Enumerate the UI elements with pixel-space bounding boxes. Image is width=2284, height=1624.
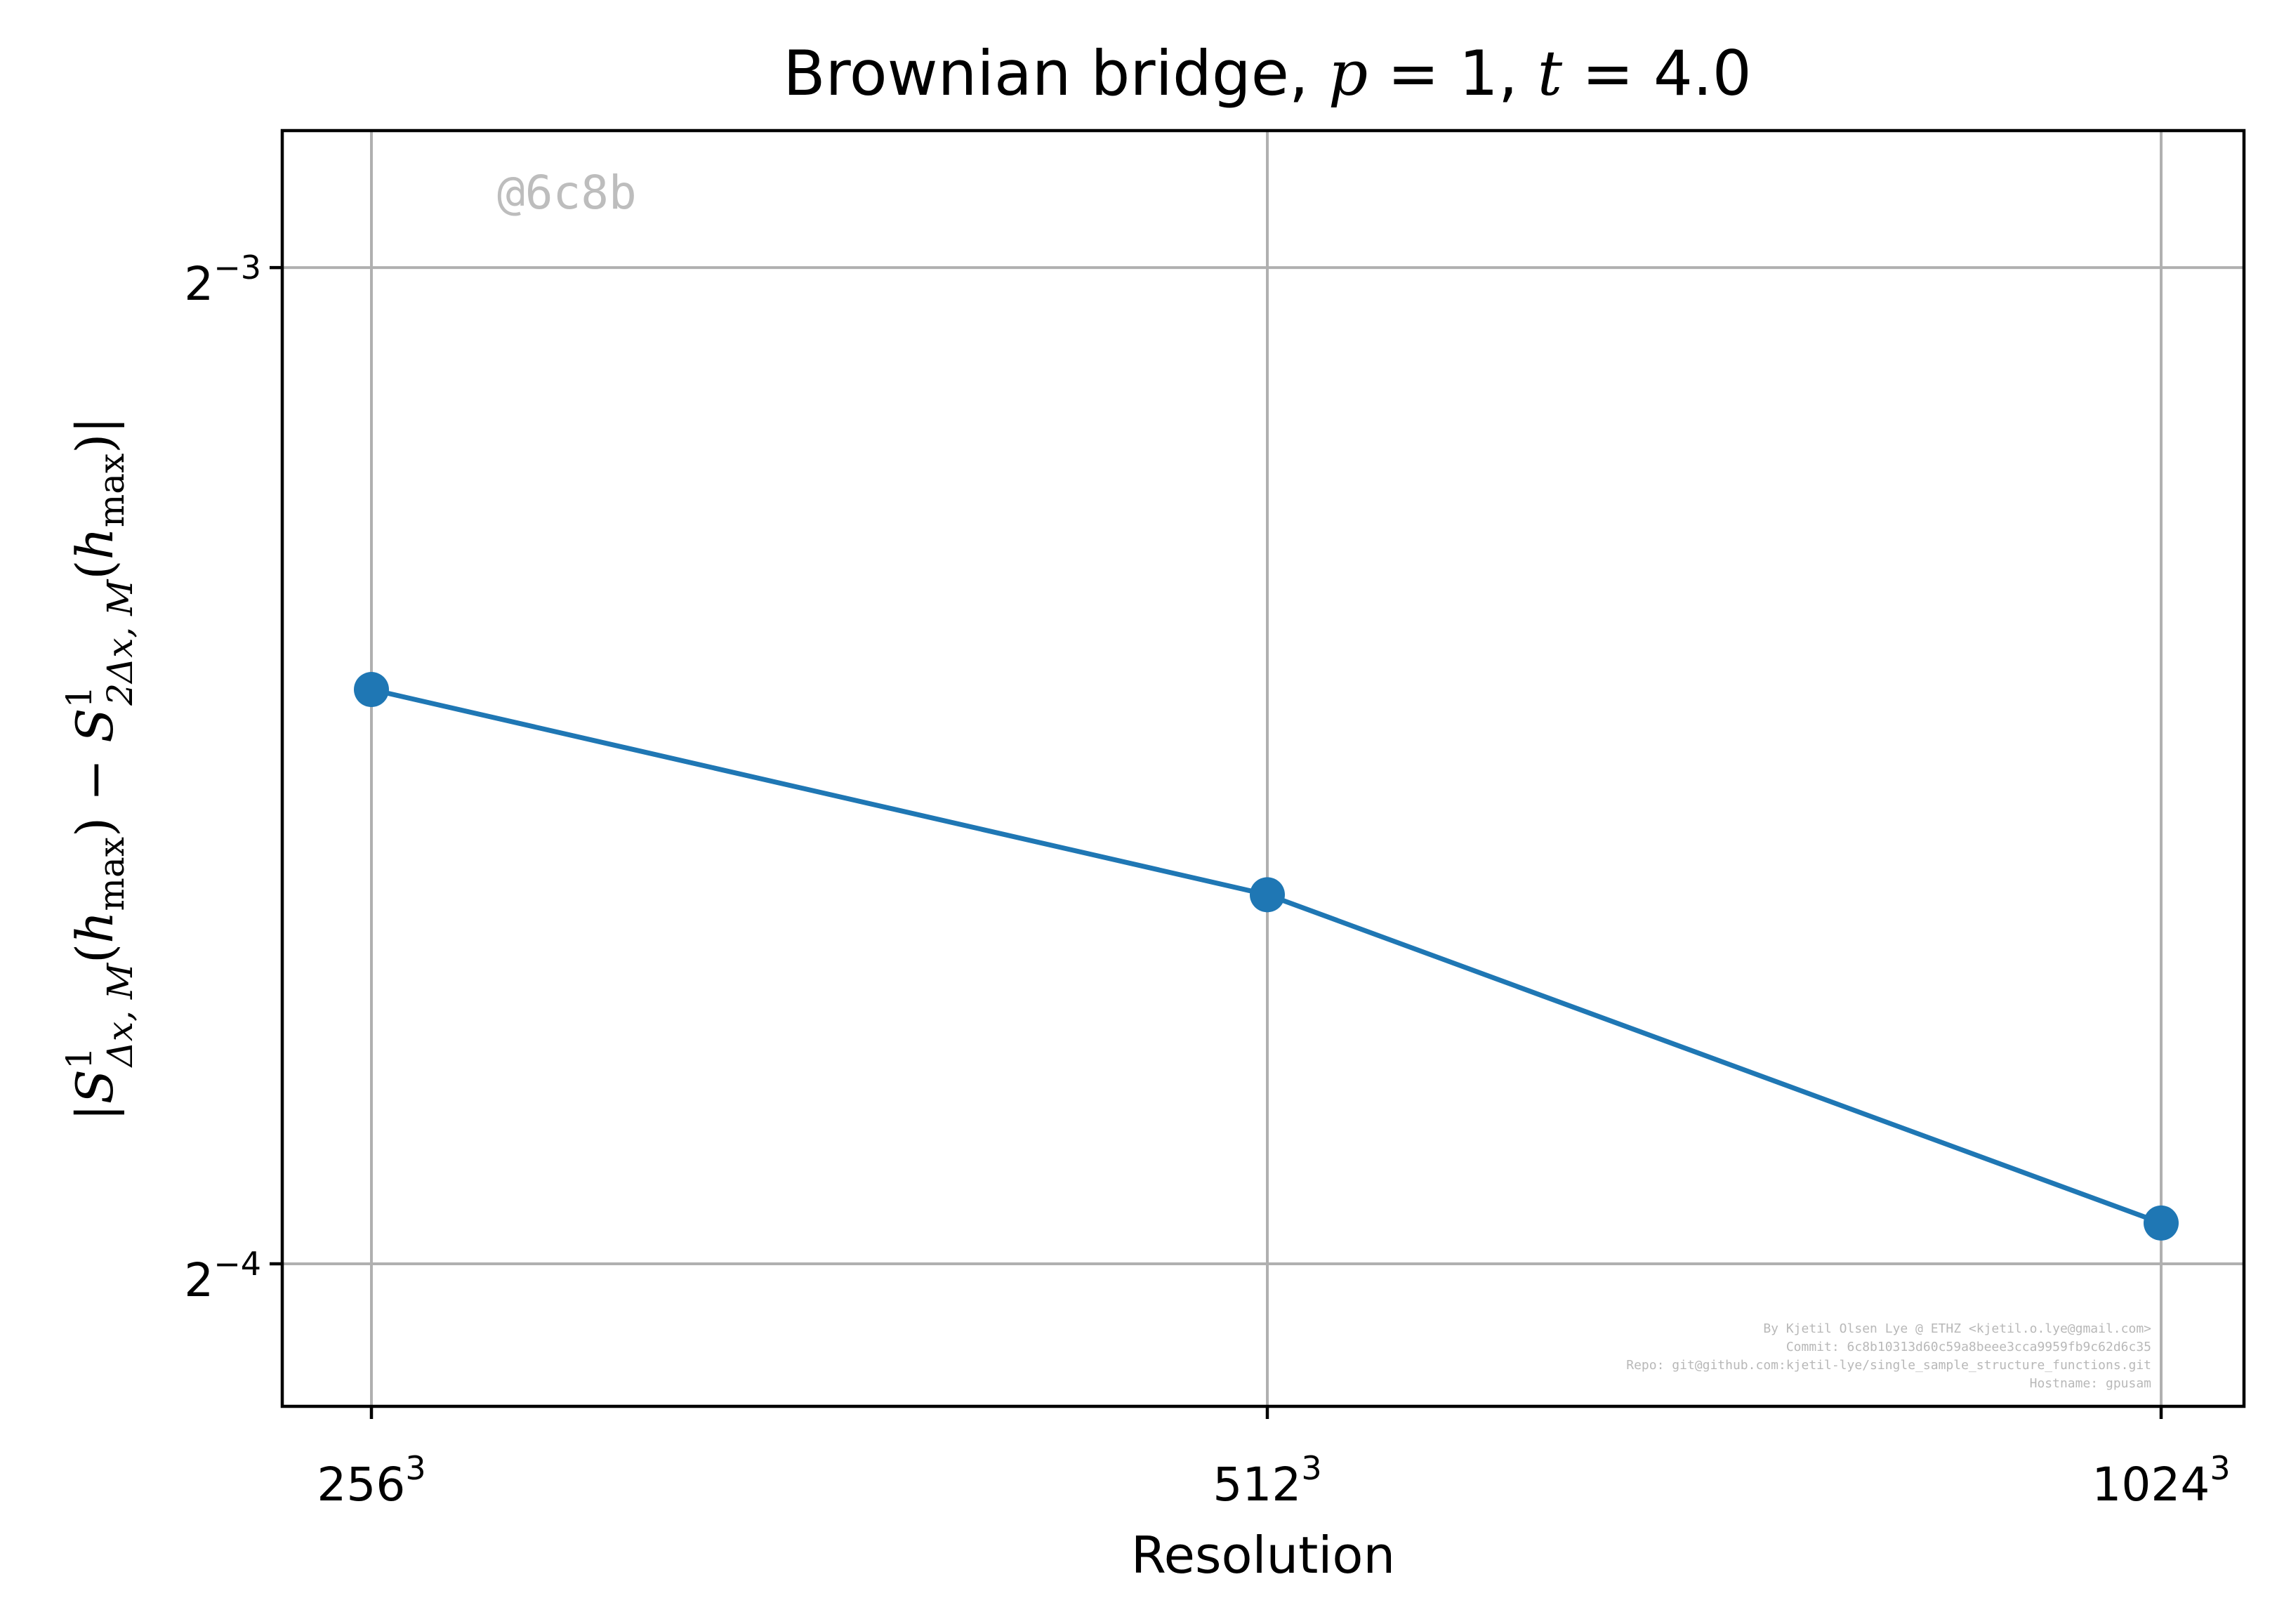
y-axis-tick-labels: 2−3 2−4	[184, 249, 261, 1307]
credit-line: Commit: 6c8b10313d60c59a8beee3cca9959fb9…	[1786, 1340, 2151, 1354]
credit-line: By Kjetil Olsen Lye @ ETHZ <kjetil.o.lye…	[1763, 1321, 2151, 1336]
y-axis-ticks	[270, 268, 282, 1264]
x-gridlines	[371, 131, 2161, 1406]
x-axis-tick-labels: 2563 5123 10243	[317, 1449, 2230, 1512]
credits-block: By Kjetil Olsen Lye @ ETHZ <kjetil.o.lye…	[1626, 1321, 2151, 1391]
x-tick-label: 10243	[2092, 1449, 2230, 1512]
credit-line: Hostname: gpusam	[2030, 1376, 2151, 1391]
chart-title: Brownian bridge, p = 1, t = 4.0	[783, 37, 1752, 110]
plot-frame	[282, 131, 2244, 1406]
y-gridlines	[282, 268, 2244, 1264]
credit-line: Repo: git@github.com:kjetil-lye/single_s…	[1626, 1358, 2151, 1373]
x-axis-label: Resolution	[1131, 1526, 1395, 1585]
x-tick-label: 2563	[317, 1449, 425, 1512]
x-tick-label: 5123	[1213, 1449, 1321, 1512]
data-point	[2144, 1206, 2179, 1241]
y-tick-label: 2−4	[184, 1245, 261, 1307]
watermark: @6c8b	[497, 166, 637, 220]
data-point	[354, 672, 389, 707]
y-axis-label: |S1Δx, M(hmax) − S12Δx, M(hmax)|	[59, 416, 140, 1121]
data-point	[1250, 877, 1285, 912]
x-axis-ticks	[371, 1406, 2161, 1419]
y-tick-label: 2−3	[184, 249, 261, 311]
